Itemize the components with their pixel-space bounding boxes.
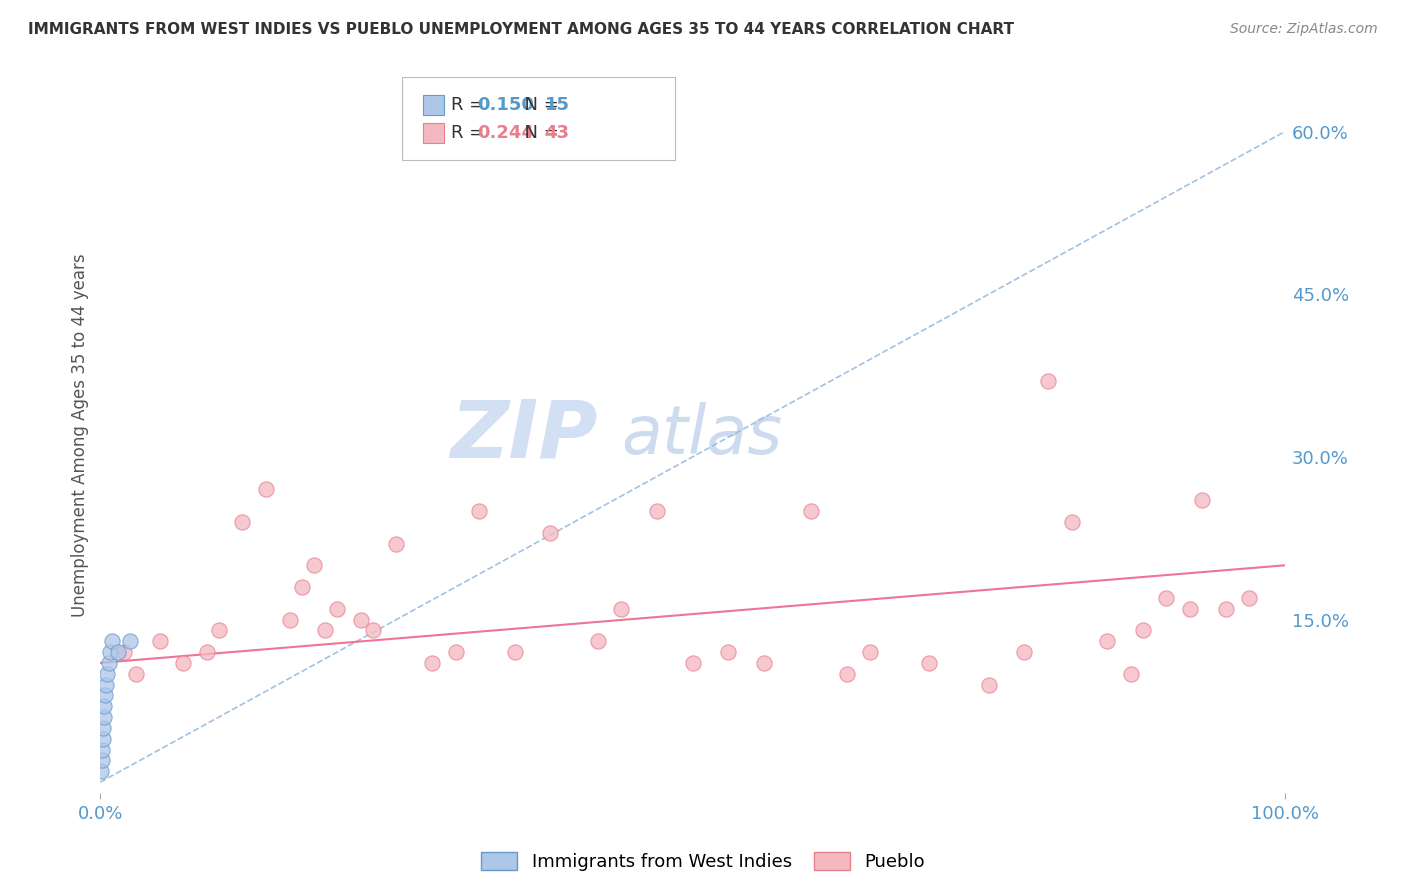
- Point: [1237, 591, 1260, 605]
- Point: [1012, 645, 1035, 659]
- Point: [835, 666, 858, 681]
- Point: [98, 645, 121, 659]
- Point: [444, 645, 467, 659]
- Point: [97, 656, 120, 670]
- Point: [350, 613, 373, 627]
- Point: [93, 699, 115, 714]
- Point: [717, 645, 740, 659]
- Point: [385, 536, 408, 550]
- Point: [1191, 493, 1213, 508]
- Point: [278, 613, 301, 627]
- Point: [314, 624, 336, 638]
- Point: [1215, 601, 1237, 615]
- Point: [468, 504, 491, 518]
- Point: [1095, 634, 1118, 648]
- Point: [1132, 624, 1154, 638]
- Text: R =: R =: [451, 124, 489, 142]
- Point: [172, 656, 194, 670]
- Legend: Immigrants from West Indies, Pueblo: Immigrants from West Indies, Pueblo: [474, 845, 932, 879]
- Point: [1060, 515, 1083, 529]
- Point: [118, 634, 141, 648]
- Y-axis label: Unemployment Among Ages 35 to 44 years: Unemployment Among Ages 35 to 44 years: [72, 253, 89, 617]
- Point: [112, 645, 135, 659]
- Point: [94, 689, 117, 703]
- Point: [977, 677, 1000, 691]
- Point: [125, 666, 148, 681]
- FancyBboxPatch shape: [402, 78, 675, 160]
- Point: [90, 754, 112, 768]
- Point: [645, 504, 668, 518]
- Point: [148, 634, 170, 648]
- Text: 0.244: 0.244: [477, 124, 534, 142]
- Point: [586, 634, 609, 648]
- Text: Source: ZipAtlas.com: Source: ZipAtlas.com: [1230, 22, 1378, 37]
- Point: [96, 666, 118, 681]
- Text: ZIP: ZIP: [450, 396, 598, 475]
- Point: [503, 645, 526, 659]
- Point: [682, 656, 704, 670]
- Text: 43: 43: [544, 124, 569, 142]
- Point: [1036, 374, 1059, 388]
- Text: 15: 15: [544, 95, 569, 113]
- Point: [610, 601, 633, 615]
- Point: [107, 645, 129, 659]
- FancyBboxPatch shape: [423, 123, 444, 144]
- Point: [1156, 591, 1178, 605]
- Point: [291, 580, 314, 594]
- Point: [302, 558, 325, 573]
- FancyBboxPatch shape: [423, 95, 444, 115]
- Text: N =: N =: [513, 95, 564, 113]
- Point: [91, 731, 114, 746]
- Point: [195, 645, 218, 659]
- Point: [231, 515, 253, 529]
- Text: N =: N =: [513, 124, 564, 142]
- Point: [918, 656, 941, 670]
- Text: R =: R =: [451, 95, 489, 113]
- Text: IMMIGRANTS FROM WEST INDIES VS PUEBLO UNEMPLOYMENT AMONG AGES 35 TO 44 YEARS COR: IMMIGRANTS FROM WEST INDIES VS PUEBLO UN…: [28, 22, 1014, 37]
- Point: [254, 483, 277, 497]
- Point: [859, 645, 882, 659]
- Point: [800, 504, 823, 518]
- Text: atlas: atlas: [621, 402, 783, 468]
- Text: 0.150: 0.150: [477, 95, 534, 113]
- Point: [420, 656, 443, 670]
- Point: [91, 742, 114, 756]
- Point: [1178, 601, 1201, 615]
- Point: [208, 624, 231, 638]
- Point: [1119, 666, 1142, 681]
- Point: [361, 624, 384, 638]
- Point: [538, 525, 561, 540]
- Point: [90, 764, 112, 779]
- Point: [752, 656, 775, 670]
- Point: [326, 601, 349, 615]
- Point: [101, 634, 124, 648]
- Point: [96, 677, 118, 691]
- Point: [91, 721, 114, 735]
- Point: [93, 710, 115, 724]
